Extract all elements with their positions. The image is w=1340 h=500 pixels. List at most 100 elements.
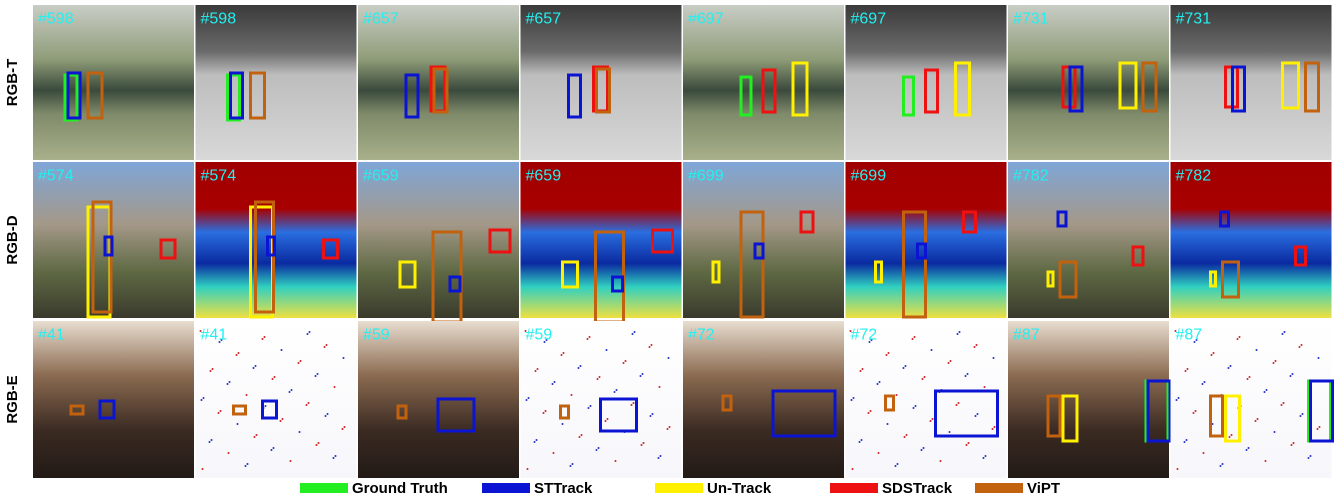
event-dot	[966, 444, 968, 446]
event-dot	[581, 434, 583, 436]
event-dot	[1211, 354, 1213, 356]
event-dot	[651, 344, 653, 346]
event-dot	[992, 428, 994, 430]
event-dot	[912, 338, 914, 340]
event-dot	[220, 410, 222, 412]
event-dot	[1293, 442, 1295, 444]
event-dot	[290, 460, 292, 462]
frame-number: #697	[688, 10, 724, 27]
frame-number: #657	[526, 10, 562, 27]
image-panel: #731	[1008, 5, 1169, 160]
event-dot	[1319, 426, 1321, 428]
event-dot	[317, 373, 319, 375]
image-panel: #782	[1008, 162, 1169, 318]
event-dot	[236, 354, 238, 356]
event-dot	[614, 391, 616, 393]
event-dot	[940, 460, 942, 462]
event-dot	[201, 399, 203, 401]
event-dot	[536, 439, 538, 441]
event-dot	[1248, 447, 1250, 449]
event-dot	[932, 418, 934, 420]
event-dot	[887, 423, 889, 425]
event-dot	[238, 352, 240, 354]
event-dot	[579, 436, 581, 438]
frame-number: #87	[1176, 326, 1203, 343]
panel-image	[846, 321, 1007, 478]
event-dot	[1230, 365, 1232, 367]
image-panel: #598	[196, 5, 357, 160]
event-dot	[1213, 352, 1215, 354]
event-dot	[212, 368, 214, 370]
image-panel: #59	[521, 321, 682, 478]
image-panel: #657	[521, 5, 682, 160]
event-dot	[1281, 404, 1283, 406]
event-dot	[974, 346, 976, 348]
event-dot	[632, 333, 634, 335]
event-dot	[563, 352, 565, 354]
event-dot	[860, 370, 862, 372]
event-dot	[650, 415, 652, 417]
event-dot	[904, 436, 906, 438]
event-dot	[245, 465, 247, 467]
legend-swatch	[482, 483, 530, 493]
event-dot	[1229, 436, 1231, 438]
event-dot	[1282, 333, 1284, 335]
event-dot	[658, 457, 660, 459]
event-dot	[959, 331, 961, 333]
event-dot	[633, 402, 635, 404]
event-dot	[587, 338, 589, 340]
frame-number: #699	[851, 167, 887, 184]
event-dot	[561, 354, 563, 356]
event-dot	[262, 338, 264, 340]
event-dot	[879, 381, 881, 383]
event-dot	[949, 431, 951, 433]
event-dot	[888, 352, 890, 354]
panel-image	[1171, 162, 1332, 318]
event-dot	[254, 436, 256, 438]
event-dot	[668, 357, 670, 359]
panel-image	[358, 162, 519, 318]
event-dot	[1187, 368, 1189, 370]
event-dot	[1246, 449, 1248, 451]
event-dot	[255, 365, 257, 367]
event-dot	[271, 449, 273, 451]
event-dot	[878, 452, 880, 454]
event-dot	[1176, 399, 1178, 401]
event-dot	[570, 465, 572, 467]
event-dot	[641, 444, 643, 446]
frame-number: #699	[688, 167, 724, 184]
event-dot	[1292, 373, 1294, 375]
event-dot	[272, 378, 274, 380]
event-dot	[977, 413, 979, 415]
event-dot	[273, 447, 275, 449]
row-label: RGB-D	[4, 215, 21, 264]
event-dot	[534, 441, 536, 443]
event-dot	[209, 441, 211, 443]
image-panel: #659	[358, 162, 519, 322]
panel-image	[33, 5, 194, 160]
event-dot	[906, 434, 908, 436]
event-dot	[281, 349, 283, 351]
event-dot	[968, 442, 970, 444]
frame-number: #598	[201, 10, 237, 27]
event-dot	[256, 434, 258, 436]
event-dot	[554, 381, 556, 383]
event-dot	[923, 447, 925, 449]
event-dot	[1247, 378, 1249, 380]
event-dot	[862, 368, 864, 370]
panel-image	[196, 5, 357, 160]
event-dot	[1185, 370, 1187, 372]
event-dot	[1266, 389, 1268, 391]
event-dot	[1257, 418, 1259, 420]
event-dot	[985, 455, 987, 457]
event-dot	[1283, 402, 1285, 404]
event-dot	[649, 346, 651, 348]
event-dot	[218, 412, 220, 414]
event-dot	[615, 460, 617, 462]
legend-swatch	[975, 483, 1023, 493]
event-dot	[571, 394, 573, 396]
event-dot	[324, 346, 326, 348]
image-panel: #72	[683, 321, 844, 478]
frame-number: #731	[1013, 10, 1049, 27]
event-dot	[1273, 362, 1275, 364]
